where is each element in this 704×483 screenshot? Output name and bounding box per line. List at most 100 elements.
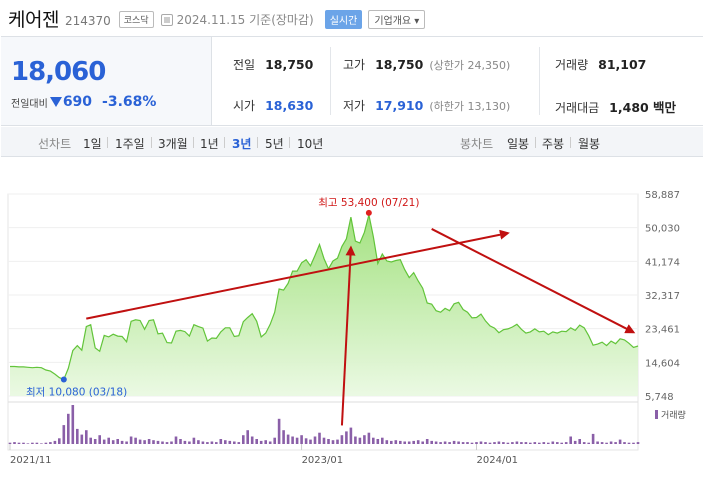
y-tick-label: 23,461 <box>645 325 680 336</box>
volume-bar <box>560 442 563 444</box>
tab-5y[interactable]: 5년 <box>265 137 284 151</box>
stat-high: 고가 18,750 (상한가 24,350) <box>343 56 510 73</box>
max-label: 최고 53,400 (07/21) <box>318 197 419 209</box>
volume-bar <box>367 432 371 444</box>
stat-label: 거래량 <box>555 58 589 72</box>
volume-bar <box>107 437 110 444</box>
volume-bar <box>399 440 402 444</box>
volume-bar <box>17 442 21 444</box>
realtime-button[interactable]: 실시간 <box>324 10 363 29</box>
volume-bar <box>147 439 151 444</box>
tab-divider <box>193 137 194 148</box>
volume-bar <box>609 441 613 444</box>
x-tick-label: 2023/01 <box>302 455 344 466</box>
tab-monthly[interactable]: 월봉 <box>578 137 601 151</box>
volume-bar <box>313 436 317 444</box>
volume-bar <box>22 442 25 444</box>
tab-divider <box>570 137 571 148</box>
volume-bar <box>542 442 546 444</box>
volume-bar <box>255 439 258 444</box>
volume-legend-label: 거래량 <box>661 409 686 421</box>
stock-code: 214370 <box>64 13 111 28</box>
volume-bar <box>358 437 362 444</box>
volume-bar <box>8 442 12 444</box>
stat-value: 18,750 <box>265 57 314 72</box>
volume-bar <box>215 442 218 444</box>
tab-daily[interactable]: 일봉 <box>507 137 530 151</box>
volume-bar <box>282 430 285 444</box>
volume-bar <box>511 442 514 444</box>
divider <box>330 47 331 115</box>
company-info-dropdown[interactable]: 기업개요 ▾ <box>368 10 426 29</box>
volume-bar <box>443 441 447 444</box>
current-price: 18,060 <box>11 57 106 87</box>
volume-bar <box>331 440 335 444</box>
tab-divider <box>107 137 108 148</box>
volume-bar <box>327 439 330 444</box>
volume-bar <box>381 437 384 444</box>
tab-1d[interactable]: 1일 <box>83 137 102 151</box>
trend-arrow <box>86 229 510 320</box>
volume-bar <box>76 428 79 444</box>
volume-bar <box>192 437 196 444</box>
max-point <box>365 209 372 216</box>
tab-1w[interactable]: 1주일 <box>115 137 145 151</box>
volume-bar <box>206 442 209 444</box>
tab-weekly[interactable]: 주봉 <box>542 137 565 151</box>
volume-bar <box>277 418 281 444</box>
volume-bar <box>636 442 640 444</box>
volume-bar <box>183 440 187 444</box>
volume-bar <box>430 440 433 444</box>
y-tick-label: 5,748 <box>645 392 674 403</box>
volume-bar <box>62 425 66 444</box>
volume-bar <box>479 441 483 444</box>
volume-bar <box>322 437 326 444</box>
volume-bar <box>165 442 169 444</box>
tab-10y[interactable]: 10년 <box>297 137 324 151</box>
price-change: 전일대비 690 -3.68% <box>11 94 156 110</box>
volume-bar <box>304 438 308 444</box>
quote-date: 2024.11.15 기준(장마감) <box>176 13 314 27</box>
volume-bar <box>564 442 568 444</box>
stat-label: 거래대금 <box>555 101 600 115</box>
price-area <box>10 214 638 396</box>
volume-bar <box>152 440 155 444</box>
volume-bar <box>80 434 84 444</box>
volume-bar <box>614 442 617 444</box>
divider <box>539 47 540 115</box>
volume-bar <box>600 442 604 444</box>
change-percent: -3.68% <box>102 94 157 110</box>
volume-bar <box>134 437 137 444</box>
volume-bar <box>425 439 429 444</box>
volume-bar <box>98 435 101 444</box>
stat-value: 18,750 <box>375 57 424 72</box>
volume-bar <box>385 440 389 444</box>
volume-bar <box>372 437 375 444</box>
tab-1y[interactable]: 1년 <box>200 137 219 151</box>
volume-bar <box>623 442 626 444</box>
volume-bar <box>376 439 380 444</box>
trend-arrow <box>340 245 356 426</box>
stat-prev: 전일 18,750 <box>233 56 313 73</box>
volume-bar <box>44 442 48 444</box>
volume-bar <box>237 442 241 444</box>
stat-value: 18,630 <box>265 98 314 113</box>
volume-bar <box>421 441 424 444</box>
volume-bar <box>591 433 595 444</box>
trend-arrow <box>431 228 636 334</box>
volume-bar <box>259 440 263 444</box>
stat-label: 전일 <box>233 58 256 72</box>
tab-divider <box>224 137 225 148</box>
tab-3m[interactable]: 3개월 <box>158 137 188 151</box>
volume-bar <box>286 434 290 444</box>
volume-bar <box>35 442 39 444</box>
y-tick-label: 58,887 <box>645 190 680 201</box>
volume-bar <box>143 440 146 444</box>
volume-bar <box>120 440 124 444</box>
tab-3y[interactable]: 3년 <box>232 137 252 151</box>
volume-bar <box>529 442 532 444</box>
volume-bar <box>452 440 456 444</box>
volume-bar <box>578 439 581 444</box>
volume-bar <box>434 441 438 444</box>
volume-bar <box>538 442 541 444</box>
